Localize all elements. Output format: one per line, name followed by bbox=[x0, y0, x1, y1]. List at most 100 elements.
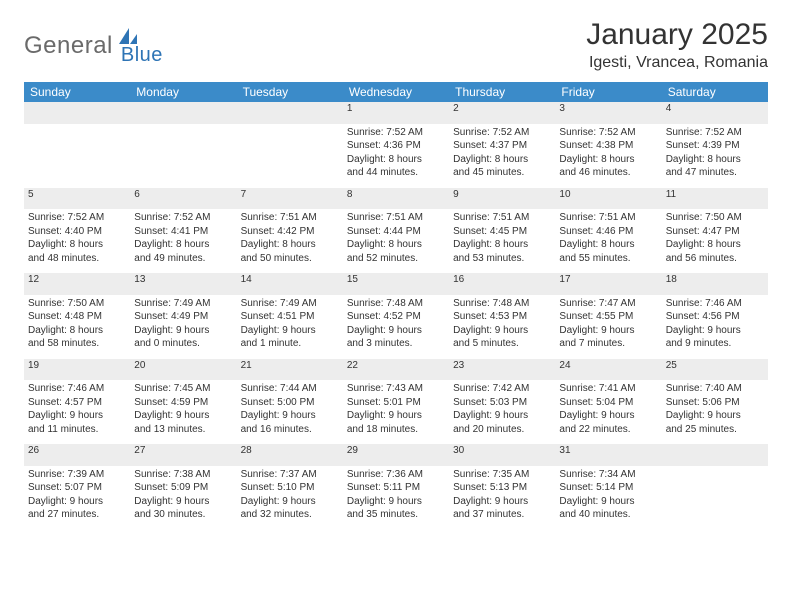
sunrise-text: Sunrise: 7:46 AM bbox=[28, 382, 126, 396]
day1-text: Daylight: 8 hours bbox=[453, 238, 551, 252]
day2-text: and 52 minutes. bbox=[347, 252, 445, 266]
brand-part2: Blue bbox=[121, 44, 163, 67]
day-number: 29 bbox=[343, 444, 449, 466]
day2-text: and 30 minutes. bbox=[134, 508, 232, 522]
sunset-text: Sunset: 5:04 PM bbox=[559, 396, 657, 410]
day-cell: Sunrise: 7:52 AMSunset: 4:39 PMDaylight:… bbox=[662, 124, 768, 188]
day-cell: Sunrise: 7:49 AMSunset: 4:51 PMDaylight:… bbox=[237, 295, 343, 359]
day1-text: Daylight: 9 hours bbox=[134, 324, 232, 338]
day2-text: and 49 minutes. bbox=[134, 252, 232, 266]
day-number: 17 bbox=[555, 273, 661, 295]
day-number: 11 bbox=[662, 188, 768, 210]
day-header-row: Sunday Monday Tuesday Wednesday Thursday… bbox=[24, 82, 768, 102]
day-cell bbox=[130, 124, 236, 188]
sunset-text: Sunset: 4:45 PM bbox=[453, 225, 551, 239]
day2-text: and 3 minutes. bbox=[347, 337, 445, 351]
day2-text: and 50 minutes. bbox=[241, 252, 339, 266]
day-cell: Sunrise: 7:39 AMSunset: 5:07 PMDaylight:… bbox=[24, 466, 130, 530]
day-number-row: 1234 bbox=[24, 102, 768, 124]
sunrise-text: Sunrise: 7:36 AM bbox=[347, 468, 445, 482]
day-cell: Sunrise: 7:35 AMSunset: 5:13 PMDaylight:… bbox=[449, 466, 555, 530]
sunrise-text: Sunrise: 7:52 AM bbox=[134, 211, 232, 225]
day-number: 16 bbox=[449, 273, 555, 295]
sunset-text: Sunset: 5:10 PM bbox=[241, 481, 339, 495]
sunset-text: Sunset: 4:44 PM bbox=[347, 225, 445, 239]
sunrise-text: Sunrise: 7:40 AM bbox=[666, 382, 764, 396]
day1-text: Daylight: 8 hours bbox=[134, 238, 232, 252]
sunset-text: Sunset: 5:06 PM bbox=[666, 396, 764, 410]
day1-text: Daylight: 9 hours bbox=[347, 409, 445, 423]
sunset-text: Sunset: 4:52 PM bbox=[347, 310, 445, 324]
day-cell: Sunrise: 7:50 AMSunset: 4:48 PMDaylight:… bbox=[24, 295, 130, 359]
day-number: 5 bbox=[24, 188, 130, 210]
day1-text: Daylight: 9 hours bbox=[28, 495, 126, 509]
day-cell bbox=[662, 466, 768, 530]
day-cell: Sunrise: 7:43 AMSunset: 5:01 PMDaylight:… bbox=[343, 380, 449, 444]
day1-text: Daylight: 9 hours bbox=[241, 409, 339, 423]
day2-text: and 11 minutes. bbox=[28, 423, 126, 437]
sunrise-text: Sunrise: 7:51 AM bbox=[241, 211, 339, 225]
sunrise-text: Sunrise: 7:51 AM bbox=[453, 211, 551, 225]
sunrise-text: Sunrise: 7:49 AM bbox=[241, 297, 339, 311]
day-number: 3 bbox=[555, 102, 661, 124]
day2-text: and 55 minutes. bbox=[559, 252, 657, 266]
day1-text: Daylight: 8 hours bbox=[559, 153, 657, 167]
day-cell: Sunrise: 7:51 AMSunset: 4:45 PMDaylight:… bbox=[449, 209, 555, 273]
sunset-text: Sunset: 5:00 PM bbox=[241, 396, 339, 410]
day-number: 31 bbox=[555, 444, 661, 466]
day1-text: Daylight: 9 hours bbox=[559, 495, 657, 509]
day1-text: Daylight: 8 hours bbox=[347, 238, 445, 252]
sunset-text: Sunset: 5:11 PM bbox=[347, 481, 445, 495]
day-number: 9 bbox=[449, 188, 555, 210]
sunset-text: Sunset: 5:07 PM bbox=[28, 481, 126, 495]
day2-text: and 37 minutes. bbox=[453, 508, 551, 522]
sunrise-text: Sunrise: 7:48 AM bbox=[347, 297, 445, 311]
day-info-row: Sunrise: 7:52 AMSunset: 4:40 PMDaylight:… bbox=[24, 209, 768, 273]
day2-text: and 44 minutes. bbox=[347, 166, 445, 180]
sunrise-text: Sunrise: 7:50 AM bbox=[666, 211, 764, 225]
sunrise-text: Sunrise: 7:47 AM bbox=[559, 297, 657, 311]
day-header: Thursday bbox=[449, 82, 555, 102]
day-number: 4 bbox=[662, 102, 768, 124]
day1-text: Daylight: 9 hours bbox=[28, 409, 126, 423]
day1-text: Daylight: 9 hours bbox=[453, 495, 551, 509]
sunrise-text: Sunrise: 7:52 AM bbox=[453, 126, 551, 140]
sunset-text: Sunset: 4:37 PM bbox=[453, 139, 551, 153]
sunrise-text: Sunrise: 7:35 AM bbox=[453, 468, 551, 482]
day-number: 6 bbox=[130, 188, 236, 210]
day2-text: and 25 minutes. bbox=[666, 423, 764, 437]
day-header: Sunday bbox=[24, 82, 130, 102]
day2-text: and 0 minutes. bbox=[134, 337, 232, 351]
day-header: Saturday bbox=[662, 82, 768, 102]
sunset-text: Sunset: 4:47 PM bbox=[666, 225, 764, 239]
day-header: Friday bbox=[555, 82, 661, 102]
sunset-text: Sunset: 5:03 PM bbox=[453, 396, 551, 410]
day1-text: Daylight: 8 hours bbox=[28, 324, 126, 338]
sunrise-text: Sunrise: 7:44 AM bbox=[241, 382, 339, 396]
day1-text: Daylight: 8 hours bbox=[28, 238, 126, 252]
day1-text: Daylight: 9 hours bbox=[347, 324, 445, 338]
day2-text: and 5 minutes. bbox=[453, 337, 551, 351]
day-number bbox=[130, 102, 236, 124]
day-cell: Sunrise: 7:38 AMSunset: 5:09 PMDaylight:… bbox=[130, 466, 236, 530]
sunset-text: Sunset: 4:53 PM bbox=[453, 310, 551, 324]
day-number: 24 bbox=[555, 359, 661, 381]
sunrise-text: Sunrise: 7:42 AM bbox=[453, 382, 551, 396]
sunset-text: Sunset: 5:01 PM bbox=[347, 396, 445, 410]
day1-text: Daylight: 8 hours bbox=[666, 153, 764, 167]
day1-text: Daylight: 8 hours bbox=[241, 238, 339, 252]
day1-text: Daylight: 8 hours bbox=[559, 238, 657, 252]
day-cell: Sunrise: 7:52 AMSunset: 4:38 PMDaylight:… bbox=[555, 124, 661, 188]
day1-text: Daylight: 9 hours bbox=[666, 324, 764, 338]
calendar-table: Sunday Monday Tuesday Wednesday Thursday… bbox=[24, 82, 768, 530]
day2-text: and 16 minutes. bbox=[241, 423, 339, 437]
sunset-text: Sunset: 4:46 PM bbox=[559, 225, 657, 239]
day-cell: Sunrise: 7:48 AMSunset: 4:53 PMDaylight:… bbox=[449, 295, 555, 359]
header: General Blue January 2025 Igesti, Vrance… bbox=[24, 18, 768, 72]
day-number: 7 bbox=[237, 188, 343, 210]
day-cell: Sunrise: 7:48 AMSunset: 4:52 PMDaylight:… bbox=[343, 295, 449, 359]
day-cell bbox=[24, 124, 130, 188]
day-number: 14 bbox=[237, 273, 343, 295]
day-info-row: Sunrise: 7:46 AMSunset: 4:57 PMDaylight:… bbox=[24, 380, 768, 444]
sunrise-text: Sunrise: 7:45 AM bbox=[134, 382, 232, 396]
